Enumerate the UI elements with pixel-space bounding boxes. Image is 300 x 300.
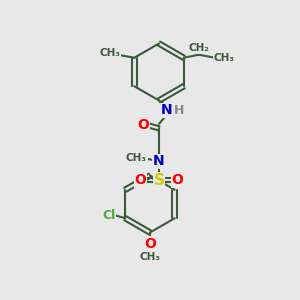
Text: CH₃: CH₃ xyxy=(126,153,147,164)
Text: H: H xyxy=(174,104,184,117)
Text: N: N xyxy=(153,154,165,168)
Text: O: O xyxy=(172,173,184,187)
Text: CH₂: CH₂ xyxy=(188,43,209,53)
Text: N: N xyxy=(161,103,172,117)
Text: Cl: Cl xyxy=(102,209,116,222)
Text: S: S xyxy=(154,172,164,188)
Text: O: O xyxy=(137,118,149,132)
Text: CH₃: CH₃ xyxy=(214,53,235,63)
Text: O: O xyxy=(134,173,146,187)
Text: CH₃: CH₃ xyxy=(140,251,160,262)
Text: CH₃: CH₃ xyxy=(100,48,121,58)
Text: O: O xyxy=(144,237,156,251)
